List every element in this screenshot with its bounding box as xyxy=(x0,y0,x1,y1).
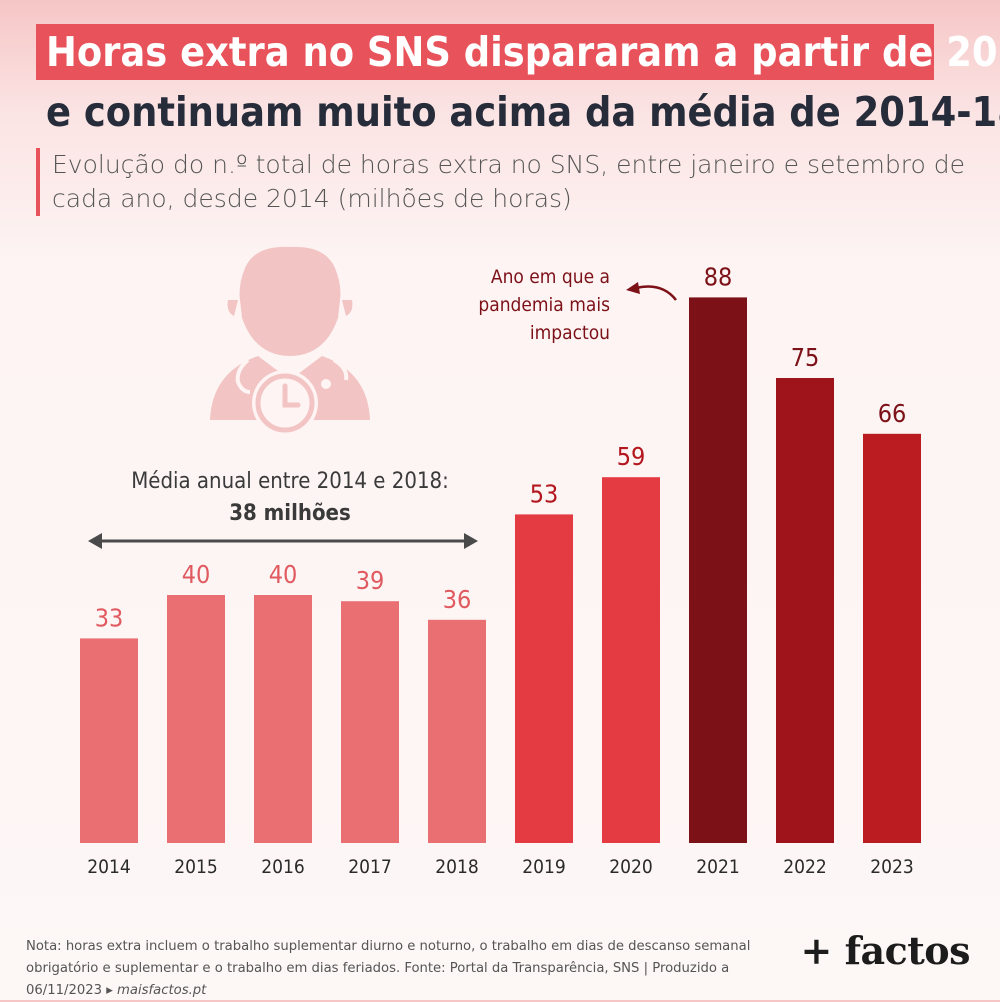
bar-2017 xyxy=(341,601,399,843)
value-label-2018: 36 xyxy=(443,585,472,614)
value-label-2019: 53 xyxy=(530,479,559,508)
average-label: Média anual entre 2014 e 2018: xyxy=(131,469,449,494)
title-line-2: e continuam muito acima da média de 2014… xyxy=(46,88,1000,136)
pandemic-arrow xyxy=(626,282,677,301)
x-tick-label-2018: 2018 xyxy=(435,856,479,878)
x-tick-label-2014: 2014 xyxy=(87,856,131,878)
value-label-2022: 75 xyxy=(791,343,820,372)
bar-2016 xyxy=(254,595,312,843)
footnote-text: Nota: horas extra incluem o trabalho sup… xyxy=(26,939,751,998)
x-tick-label-2019: 2019 xyxy=(522,856,566,878)
x-tick-label-2022: 2022 xyxy=(783,856,827,878)
footnote-site-link[interactable]: maisfactos.pt xyxy=(117,983,207,998)
x-tick-label-2016: 2016 xyxy=(261,856,305,878)
value-label-2020: 59 xyxy=(617,442,646,471)
doctor-clock-icon xyxy=(210,246,370,436)
bar-2020 xyxy=(602,477,660,843)
footnote: Nota: horas extra incluem o trabalho sup… xyxy=(26,936,796,1002)
brand-logo: + factos xyxy=(800,928,971,973)
bar-2023 xyxy=(863,433,921,843)
bar-2022 xyxy=(776,378,834,843)
subtitle: Evolução do n.º total de horas extra no … xyxy=(36,148,976,216)
bar-2019 xyxy=(515,514,573,843)
pandemic-note-line-1: Ano em que a xyxy=(491,266,610,288)
average-value: 38 milhões xyxy=(229,501,351,526)
value-label-2021: 88 xyxy=(704,262,733,291)
pandemic-note-line-3: impactou xyxy=(530,322,610,344)
bar-2015 xyxy=(167,595,225,843)
x-tick-label-2017: 2017 xyxy=(348,856,392,878)
bar-2021 xyxy=(689,297,747,843)
pandemic-note-line-2: pandemia mais xyxy=(478,294,610,316)
value-label-2014: 33 xyxy=(95,603,124,632)
value-label-2016: 40 xyxy=(269,560,298,589)
value-label-2023: 66 xyxy=(878,399,907,428)
bar-2014 xyxy=(80,638,138,843)
value-label-2015: 40 xyxy=(182,560,211,589)
x-tick-label-2021: 2021 xyxy=(696,856,740,878)
x-tick-label-2015: 2015 xyxy=(174,856,218,878)
title-line-1: Horas extra no SNS dispararam a partir d… xyxy=(36,24,1000,80)
average-range-arrow xyxy=(88,533,478,549)
x-tick-label-2023: 2023 xyxy=(870,856,914,878)
bar-2018 xyxy=(428,619,486,843)
x-tick-label-2020: 2020 xyxy=(609,856,653,878)
value-label-2017: 39 xyxy=(356,566,385,595)
